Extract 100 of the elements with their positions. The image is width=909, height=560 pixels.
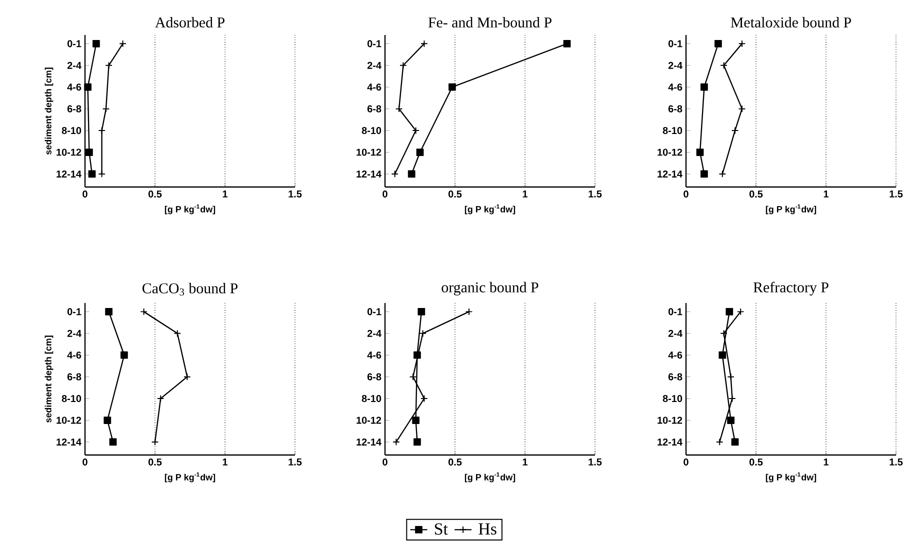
y-tick-label: 0-1 <box>67 40 82 48</box>
point <box>92 40 100 48</box>
point <box>409 373 417 381</box>
point <box>738 40 746 48</box>
x-tick-label: 0 <box>684 190 688 198</box>
point <box>720 330 728 338</box>
x-tick-label: 0.5 <box>749 190 763 198</box>
y-tick-label: 0-1 <box>668 40 682 48</box>
chart-title: Fe- and Mn-bound P <box>428 16 552 28</box>
point <box>102 105 110 113</box>
y-tick-label: 2-4 <box>67 330 82 337</box>
point <box>105 62 112 70</box>
point <box>718 351 726 359</box>
x-axis-title: [g P kg$^{-1}$dw] <box>164 204 216 214</box>
y-tick-label: 0-1 <box>367 308 382 316</box>
point <box>448 83 456 91</box>
y-tick-label: 6-8 <box>67 373 82 380</box>
point <box>412 416 420 424</box>
chart-title: Metaloxide bound P <box>730 16 851 28</box>
point <box>420 40 428 48</box>
point <box>109 438 117 446</box>
point <box>84 83 92 91</box>
point <box>714 40 722 48</box>
y-tick-label: 12-14 <box>658 438 682 446</box>
y-tick-label: 0-1 <box>67 308 82 316</box>
x-tick-label: 0.5 <box>749 458 763 466</box>
y-tick-label: 10-12 <box>56 148 82 156</box>
point <box>86 148 93 156</box>
y-tick-label: 12-14 <box>356 170 382 178</box>
y-tick-label: 4-6 <box>367 352 382 359</box>
x-tick-label: 0 <box>82 190 88 198</box>
y-tick-label: 12-14 <box>658 170 682 178</box>
point <box>408 170 416 178</box>
y-axis-title: sediment depth [cm] <box>44 68 54 155</box>
x-tick-label: 1 <box>522 190 528 198</box>
point <box>718 170 726 178</box>
point <box>420 394 428 402</box>
x-tick-label: 0 <box>684 458 688 466</box>
point <box>140 308 148 316</box>
point <box>736 308 744 316</box>
x-tick-label: 1.5 <box>288 458 302 466</box>
y-tick-label: 8-10 <box>62 395 82 402</box>
y-tick-label: 2-4 <box>367 330 382 337</box>
point <box>563 40 571 48</box>
x-tick-label: 1.5 <box>288 190 302 198</box>
point <box>174 330 182 338</box>
y-tick-label: 6-8 <box>668 373 682 380</box>
y-tick-label: 12-14 <box>356 438 382 446</box>
point <box>738 105 746 113</box>
chart-title: Refractory P <box>753 282 828 296</box>
point <box>98 170 106 178</box>
point <box>104 416 112 424</box>
x-tick-label: 0 <box>82 458 88 466</box>
x-tick-label: 1.5 <box>890 458 903 466</box>
point <box>728 394 736 402</box>
point <box>105 308 112 316</box>
point <box>731 126 739 134</box>
point <box>419 330 426 338</box>
point <box>412 126 420 134</box>
x-tick-label: 1.5 <box>588 458 602 466</box>
y-tick-label: 12-14 <box>56 438 82 446</box>
x-tick-label: 1.5 <box>588 190 602 198</box>
y-tick-label: 6-8 <box>367 105 382 112</box>
y-tick-label: 4-6 <box>668 352 682 359</box>
y-tick-label: 4-6 <box>668 84 682 91</box>
y-tick-label: 0-1 <box>367 40 382 48</box>
point <box>184 373 191 381</box>
y-tick-label: 12-14 <box>56 170 82 178</box>
point <box>726 308 734 316</box>
y-tick-label: 2-4 <box>668 330 682 337</box>
y-tick-label: 2-4 <box>668 62 682 69</box>
x-tick-label: 1 <box>824 458 829 466</box>
x-tick-label: 0 <box>382 458 388 466</box>
y-tick-label: 8-10 <box>362 127 382 134</box>
y-tick-label: 6-8 <box>67 105 82 112</box>
x-axis-title: [g P kg$^{-1}$dw] <box>464 204 516 214</box>
legend-label: St <box>434 523 448 535</box>
y-tick-label: 10-12 <box>56 416 82 424</box>
x-axis-title: [g P kg$^{-1}$dw] <box>464 472 516 482</box>
point <box>400 62 407 70</box>
y-tick-label: 8-10 <box>362 395 382 402</box>
legend-label: Hs <box>478 523 496 535</box>
point <box>395 105 403 113</box>
y-tick-label: 10-12 <box>658 148 682 156</box>
x-tick-label: 1.5 <box>890 190 903 198</box>
point <box>156 394 164 402</box>
x-tick-label: 1 <box>824 190 829 198</box>
point <box>88 170 96 178</box>
x-axis-title: [g P kg$^{-1}$dw] <box>164 472 216 482</box>
y-tick-label: 6-8 <box>668 105 682 112</box>
point <box>696 148 704 156</box>
x-tick-label: 0.5 <box>148 190 162 198</box>
x-tick-label: 1 <box>222 190 228 198</box>
x-tick-label: 0.5 <box>148 458 162 466</box>
chart-title: CaCO$_{3}$ bound P <box>142 282 238 296</box>
y-tick-label: 8-10 <box>662 127 682 134</box>
point <box>727 416 734 424</box>
y-tick-label: 0-1 <box>668 308 682 316</box>
point <box>716 438 724 446</box>
x-axis-title: [g P kg$^{-1}$dw] <box>766 204 816 214</box>
